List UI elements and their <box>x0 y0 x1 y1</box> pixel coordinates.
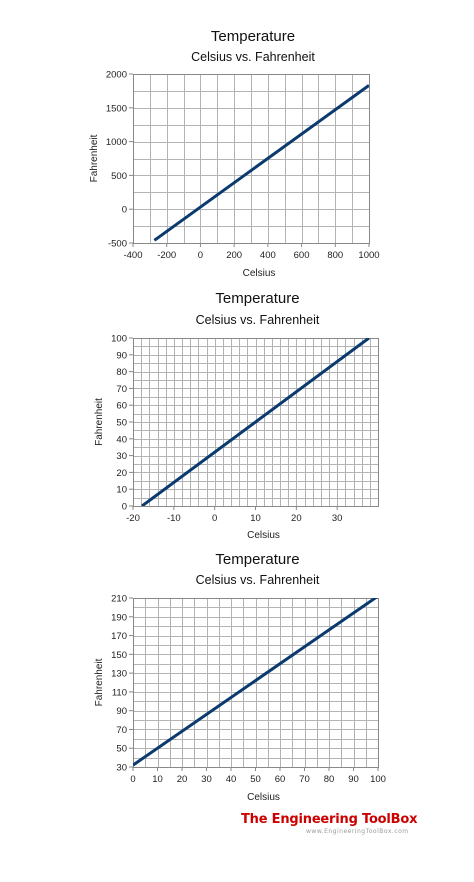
x-tick-label: 100 <box>370 774 386 785</box>
y-tick-label: 30 <box>116 763 127 774</box>
x-tick-label: -10 <box>167 513 181 524</box>
y-axis-label: Fahrenheit <box>94 658 105 706</box>
y-tick-label: 80 <box>116 367 127 378</box>
y-tick-label: 30 <box>116 451 127 462</box>
chart-subtitle: Celsius vs. Fahrenheit <box>191 50 315 64</box>
y-tick-label: 40 <box>116 434 127 445</box>
grid <box>133 74 370 244</box>
chart-title: Temperature <box>215 551 299 568</box>
y-tick-label: 50 <box>116 418 127 429</box>
chart-subtitle: Celsius vs. Fahrenheit <box>196 573 320 587</box>
series-line <box>141 338 370 506</box>
y-tick-label: 60 <box>116 401 127 412</box>
y-tick-label: 170 <box>111 631 127 642</box>
x-tick-label: 80 <box>324 774 335 785</box>
x-tick-label: -20 <box>126 513 140 524</box>
x-tick-label: 50 <box>250 774 261 785</box>
x-tick-label: 400 <box>260 250 276 261</box>
y-tick-label: 1500 <box>106 103 127 114</box>
y-tick-label: 1000 <box>106 137 127 148</box>
y-tick-label: 90 <box>116 350 127 361</box>
y-tick-label: 130 <box>111 669 127 680</box>
chart-title: Temperature <box>215 290 299 307</box>
x-tick-label: 20 <box>291 513 302 524</box>
x-tick-label: 0 <box>198 250 203 261</box>
chart-1: Temperature Celsius vs. Fahrenheit -400 -20… <box>89 28 380 279</box>
y-tick-label: 0 <box>122 205 127 216</box>
y-tick-label: 70 <box>116 384 127 395</box>
engineering-toolbox-url: www.EngineeringToolBox.com <box>306 828 409 835</box>
chart-2: Temperature Celsius vs. Fahrenheit -20 -10 0… <box>94 290 379 541</box>
y-tick-label: 110 <box>112 687 127 698</box>
engineering-toolbox-logo: The Engineering ToolBox <box>241 812 418 827</box>
x-tick-label: 1000 <box>358 250 379 261</box>
y-tick-label: 50 <box>116 744 127 755</box>
chart-3: Temperature Celsius vs. Fahrenheit 0 10 20 30… <box>94 551 386 803</box>
y-tick-label: -500 <box>108 239 127 250</box>
chart-title: Temperature <box>211 28 295 45</box>
plot-frame <box>133 74 370 244</box>
x-tick-label: 0 <box>130 774 135 785</box>
x-axis-label: Celsius <box>247 530 280 541</box>
x-tick-label: -200 <box>157 250 176 261</box>
x-tick-label: 10 <box>152 774 163 785</box>
x-tick-label: -400 <box>123 250 142 261</box>
y-tick-label: 70 <box>116 725 127 736</box>
x-tick-label: 30 <box>201 774 212 785</box>
x-tick-label: 200 <box>226 250 242 261</box>
x-axis-label: Celsius <box>243 268 276 279</box>
grid <box>133 598 379 768</box>
x-tick-label: 90 <box>348 774 359 785</box>
series-line <box>153 84 369 242</box>
y-tick-label: 100 <box>111 334 127 345</box>
y-tick-label: 210 <box>111 594 127 605</box>
x-tick-label: 600 <box>294 250 310 261</box>
y-tick-label: 190 <box>111 612 127 623</box>
y-tick-label: 2000 <box>106 70 127 81</box>
y-tick-label: 0 <box>122 502 127 513</box>
y-tick-label: 500 <box>111 171 127 182</box>
y-tick-label: 20 <box>116 468 127 479</box>
y-axis-label: Fahrenheit <box>94 398 105 446</box>
x-tick-label: 70 <box>299 774 310 785</box>
y-tick-label: 150 <box>111 650 127 661</box>
chart-subtitle: Celsius vs. Fahrenheit <box>196 313 320 327</box>
x-tick-label: 40 <box>226 774 237 785</box>
y-axis-label: Fahrenheit <box>89 134 100 182</box>
series-line <box>133 598 378 767</box>
x-tick-label: 20 <box>177 774 188 785</box>
x-tick-label: 60 <box>275 774 286 785</box>
x-tick-label: 0 <box>212 513 217 524</box>
y-tick-label: 90 <box>116 706 127 717</box>
x-tick-label: 800 <box>327 250 343 261</box>
x-axis-label: Celsius <box>247 792 280 803</box>
x-tick-label: 30 <box>332 513 343 524</box>
x-tick-label: 10 <box>250 513 261 524</box>
grid <box>133 338 379 507</box>
y-tick-label: 10 <box>116 485 127 496</box>
